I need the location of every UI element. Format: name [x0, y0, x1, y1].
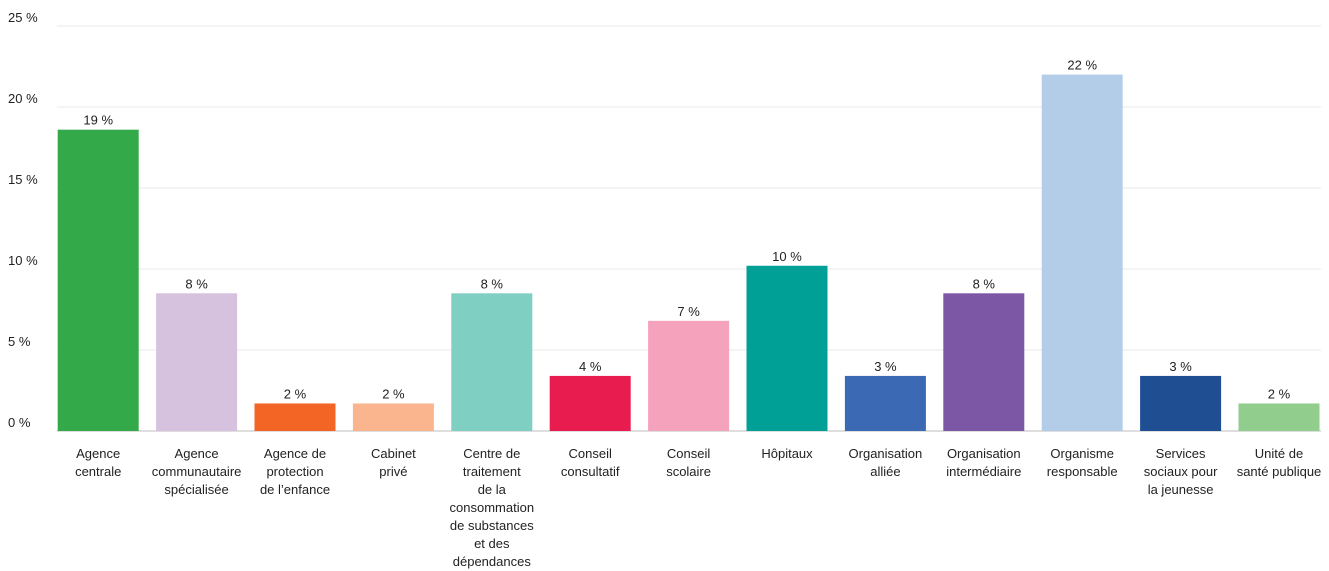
category-label: Agence de protection de l’enfance — [260, 446, 330, 497]
bar — [1140, 375, 1222, 431]
data-label: 3 % — [1169, 359, 1192, 374]
bar — [844, 375, 926, 431]
category-label: Hôpitaux — [761, 446, 813, 461]
data-label: 19 % — [83, 113, 113, 128]
bar — [156, 293, 238, 431]
bar — [746, 265, 828, 431]
category-label: Agence communautaire spécialisée — [152, 446, 242, 497]
y-tick-label: 25 % — [8, 10, 38, 25]
category-labels-layer: Agence centrale Agence communautaire spécial… — [75, 446, 1321, 569]
bar — [1041, 74, 1123, 431]
y-tick-label: 20 % — [8, 91, 38, 106]
y-tick-label: 5 % — [8, 334, 31, 349]
data-label: 8 % — [481, 276, 504, 291]
y-tick-label: 0 % — [8, 415, 31, 430]
data-labels-layer: 19 % 8 % 2 % 2 % 8 % 4 % 7 % 10 % 3 % 8 % 22 % 3 % 2… — [83, 58, 1290, 402]
bar — [1238, 403, 1320, 431]
y-tick-label: 15 % — [8, 172, 38, 187]
bar — [57, 129, 139, 431]
data-label: 7 % — [677, 304, 700, 319]
category-label: Agence centrale — [75, 446, 121, 479]
category-label: Cabinet privé — [371, 446, 416, 479]
data-label: 10 % — [772, 249, 802, 264]
category-label: Organisation alliée — [849, 446, 923, 479]
y-tick-label: 10 % — [8, 253, 38, 268]
category-label: Conseil scolaire — [666, 446, 711, 479]
bar — [648, 320, 730, 431]
bars-layer — [57, 74, 1320, 431]
bar — [943, 293, 1025, 431]
data-label: 8 % — [185, 276, 208, 291]
category-label: Organisme responsable — [1047, 446, 1118, 479]
bar — [451, 293, 533, 431]
data-label: 8 % — [973, 276, 996, 291]
data-label: 2 % — [382, 386, 405, 401]
data-label: 3 % — [874, 359, 897, 374]
data-label: 22 % — [1067, 58, 1097, 73]
category-label: Organisation intermédiaire — [946, 446, 1021, 479]
bar — [254, 403, 336, 431]
bar — [352, 403, 434, 431]
data-label: 2 % — [1268, 386, 1291, 401]
data-label: 2 % — [284, 386, 307, 401]
category-label: Centre de traitement de la consommation de s… — [450, 446, 535, 569]
category-label: Services sociaux pour la jeunesse — [1144, 446, 1218, 497]
data-label: 4 % — [579, 359, 602, 374]
category-label: Unité de santé publique — [1237, 446, 1322, 479]
category-label: Conseil consultatif — [561, 446, 620, 479]
bar — [549, 375, 631, 431]
